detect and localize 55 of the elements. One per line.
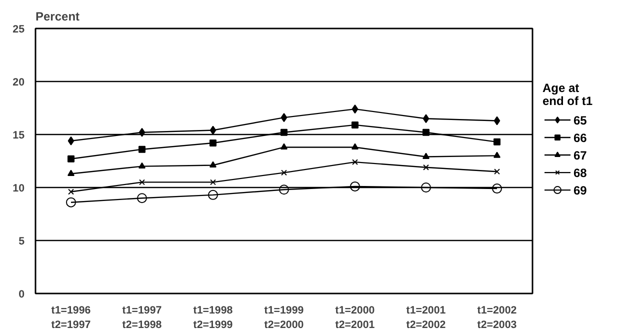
- point: [68, 170, 74, 176]
- y-tick-label: 20: [12, 76, 25, 88]
- point: [492, 184, 502, 194]
- legend-label: 65: [574, 114, 588, 128]
- point: [422, 128, 430, 136]
- point: [352, 121, 358, 128]
- x-tick-label: t1=1996 t2=1997: [51, 304, 91, 331]
- point: [280, 143, 288, 150]
- y-tick-label: 5: [18, 236, 25, 248]
- x-tick-label: t1=1998 t2=1999: [193, 304, 233, 331]
- legend-title: Age at end of t1: [542, 81, 593, 108]
- y-axis-title: Percent: [36, 10, 80, 24]
- point: [279, 184, 289, 195]
- legend-label: 69: [574, 184, 588, 198]
- point: [494, 168, 500, 175]
- point: [68, 136, 74, 146]
- point: [350, 181, 360, 192]
- x-tick-label: t1=1997 t2=1998: [122, 304, 162, 331]
- y-tick-label: 15: [12, 130, 25, 142]
- point: [208, 190, 218, 200]
- point: [139, 179, 145, 186]
- x-tick-label: t1=1999 t2=2000: [264, 304, 304, 331]
- point: [280, 113, 288, 122]
- x-tick-label: t1=2001 t2=2002: [406, 304, 446, 331]
- point: [422, 114, 430, 124]
- legend-label: 66: [574, 131, 588, 146]
- point: [422, 152, 430, 159]
- point: [352, 143, 358, 150]
- point: [210, 126, 216, 135]
- x-tick-label: t1=2000 t2=2001: [335, 304, 375, 331]
- point: [421, 182, 431, 192]
- point: [494, 152, 500, 158]
- point: [137, 193, 147, 204]
- point: [68, 155, 74, 162]
- y-tick-label: 25: [12, 24, 25, 36]
- point: [494, 138, 500, 146]
- point: [138, 128, 146, 137]
- x-tick-label: t1=2002 t2=2003: [477, 304, 517, 331]
- legend-label: 67: [574, 148, 588, 163]
- point: [494, 116, 500, 126]
- point: [281, 170, 287, 176]
- point: [138, 162, 146, 169]
- y-tick-label: 0: [18, 288, 25, 300]
- point: [423, 164, 429, 170]
- point: [352, 159, 358, 166]
- point: [138, 146, 146, 153]
- point: [68, 188, 74, 195]
- legend-label: 68: [574, 166, 588, 180]
- point: [210, 179, 216, 186]
- point: [280, 128, 288, 136]
- point: [352, 104, 358, 114]
- point: [210, 161, 216, 168]
- y-tick-label: 10: [12, 182, 25, 194]
- point: [66, 197, 76, 208]
- point: [210, 139, 216, 146]
